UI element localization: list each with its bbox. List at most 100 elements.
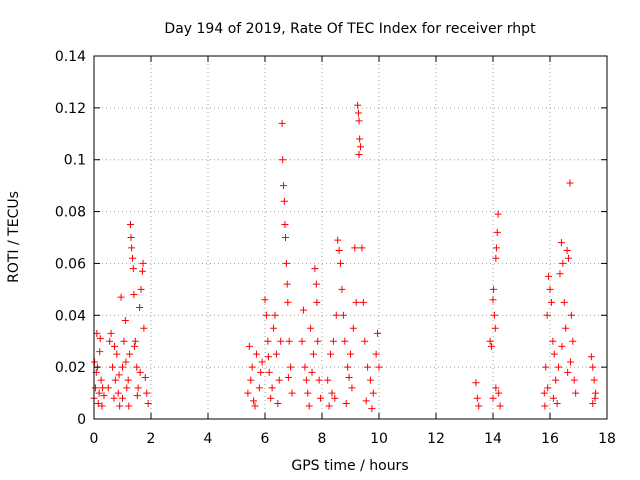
- data-point: [324, 376, 332, 384]
- x-tick-label: 14: [484, 431, 502, 447]
- data-point: [278, 119, 286, 127]
- data-point: [284, 374, 292, 382]
- data-point: [247, 376, 255, 384]
- data-point: [127, 234, 135, 241]
- y-tick-label: 0.12: [55, 101, 86, 117]
- data-point: [327, 350, 335, 358]
- data-point: [552, 376, 560, 384]
- data-point: [335, 246, 343, 254]
- data-point: [288, 389, 296, 397]
- data-point: [328, 389, 336, 397]
- data-point: [106, 337, 114, 345]
- data-point: [114, 389, 122, 397]
- data-point: [119, 363, 126, 371]
- x-tick-label: 4: [204, 431, 213, 447]
- data-point: [311, 265, 319, 273]
- data-point: [128, 254, 136, 262]
- data-point: [96, 348, 104, 356]
- data-point: [271, 311, 279, 319]
- data-point: [472, 379, 480, 387]
- data-point: [374, 329, 382, 337]
- data-point: [490, 311, 498, 319]
- data-point: [264, 337, 272, 345]
- x-tick-label: 6: [261, 431, 270, 447]
- y-tick-label: 0.04: [55, 308, 86, 324]
- data-point: [124, 376, 132, 384]
- data-point: [277, 337, 285, 345]
- data-point: [362, 397, 370, 405]
- data-point: [489, 394, 497, 402]
- data-point: [550, 350, 558, 358]
- data-point: [488, 342, 496, 350]
- data-point: [122, 358, 130, 366]
- data-point: [262, 311, 270, 319]
- data-point: [245, 342, 253, 350]
- data-point: [116, 402, 124, 410]
- data-point: [139, 259, 147, 267]
- grid: [94, 56, 607, 419]
- data-point: [307, 324, 315, 332]
- y-tick-label: 0: [77, 412, 86, 428]
- data-point: [589, 399, 597, 407]
- data-point: [364, 363, 372, 371]
- data-point: [545, 272, 553, 280]
- x-tick-label: 2: [147, 431, 156, 447]
- data-point: [553, 399, 561, 407]
- x-tick-label: 0: [90, 431, 99, 447]
- data-point: [567, 311, 575, 319]
- data-point: [587, 353, 595, 361]
- data-point: [285, 337, 293, 345]
- data-point: [136, 304, 144, 312]
- data-point: [255, 384, 263, 392]
- data-point: [559, 259, 567, 267]
- data-point: [110, 394, 118, 402]
- data-point: [557, 239, 565, 247]
- data-point: [359, 298, 367, 306]
- data-point: [541, 402, 549, 410]
- data-point: [121, 316, 129, 324]
- data-point: [348, 384, 356, 392]
- axes: 0 2 4 6 8 10 12 14 16 18 0 0.02 0.04 0.06 0.08 0.1 0.12 0…: [55, 49, 616, 447]
- data-point: [558, 342, 566, 350]
- data-point: [355, 117, 363, 125]
- data-point: [494, 210, 502, 218]
- data-point: [592, 389, 600, 397]
- data-point: [351, 244, 359, 252]
- x-tick-label: 8: [318, 431, 327, 447]
- data-point: [549, 337, 557, 345]
- data-point: [96, 335, 104, 343]
- data-point: [111, 342, 119, 350]
- data-point: [496, 402, 504, 410]
- data-point: [287, 363, 295, 371]
- data-point: [356, 143, 364, 151]
- data-point: [143, 389, 151, 397]
- data-point: [475, 402, 483, 410]
- data-point: [325, 402, 333, 410]
- data-point: [264, 353, 272, 361]
- data-point: [569, 337, 577, 345]
- data-point: [284, 298, 292, 306]
- data-point: [109, 363, 117, 371]
- data-point: [126, 350, 134, 358]
- x-tick-label: 18: [598, 431, 616, 447]
- data-point: [119, 394, 126, 402]
- data-point: [331, 394, 339, 402]
- data-point: [302, 376, 310, 384]
- data-points: [90, 101, 600, 413]
- data-point: [361, 337, 369, 345]
- data-point: [591, 394, 599, 402]
- data-point: [128, 244, 136, 252]
- data-point: [104, 384, 112, 392]
- data-point: [248, 363, 256, 371]
- data-point: [546, 285, 554, 293]
- data-point: [347, 350, 354, 358]
- data-point: [107, 329, 115, 337]
- plot-frame: [93, 55, 608, 420]
- y-tick-label: 0.06: [55, 256, 86, 272]
- data-point: [94, 399, 102, 407]
- data-point: [305, 402, 313, 410]
- data-point: [279, 156, 287, 164]
- data-point: [261, 296, 269, 304]
- data-point: [342, 399, 350, 407]
- data-point: [563, 246, 571, 254]
